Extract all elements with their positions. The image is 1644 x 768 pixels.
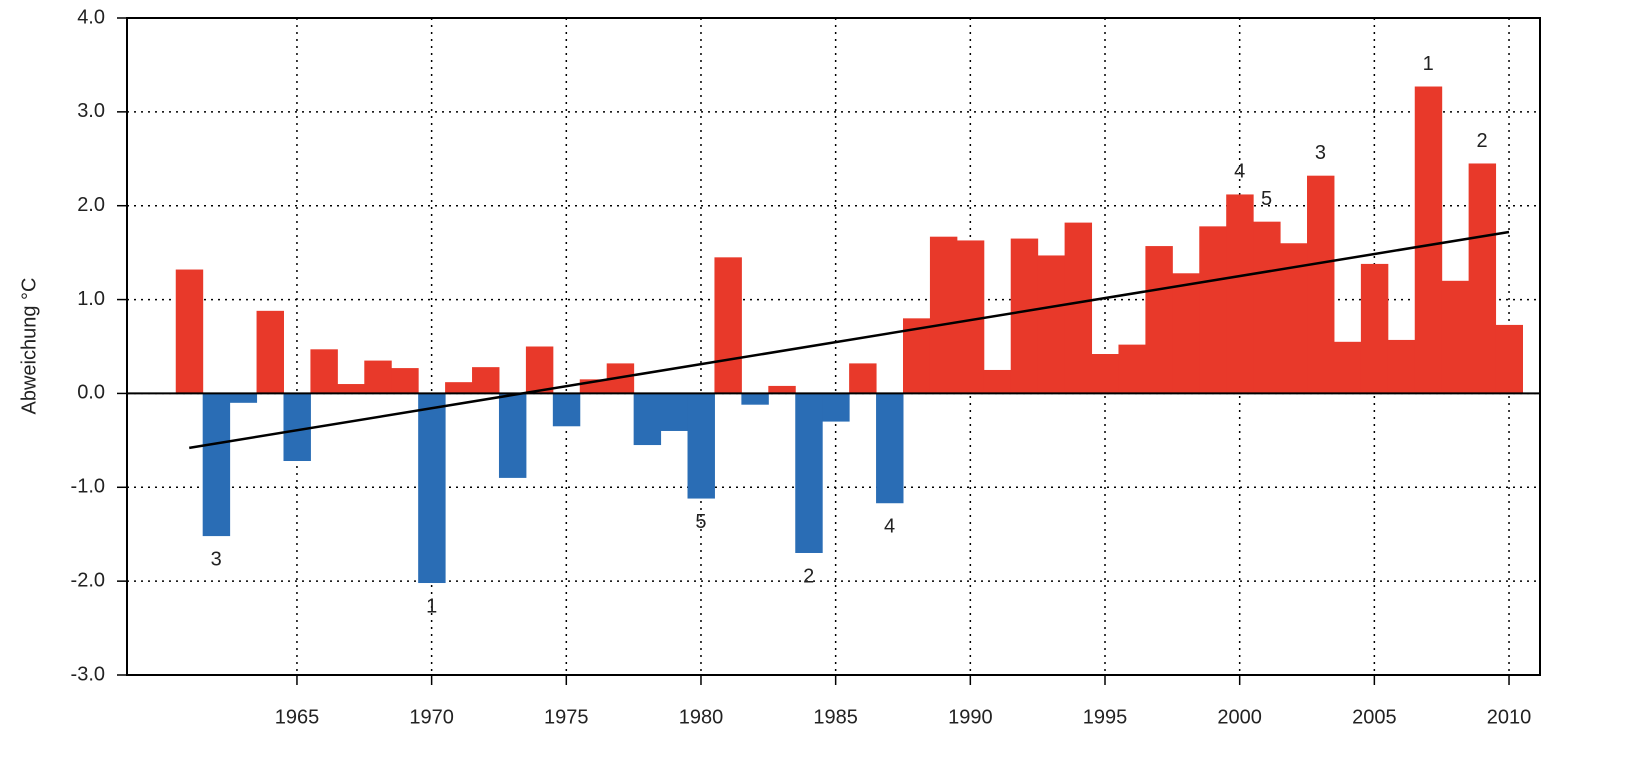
x-tick-label: 1970: [409, 706, 454, 728]
bar: [1010, 238, 1039, 394]
bar: [364, 360, 392, 394]
bar: [1307, 175, 1335, 394]
bar: [956, 240, 985, 394]
bar: [768, 385, 796, 394]
y-tick-label: 0.0: [77, 382, 105, 404]
y-tick-label: -1.0: [71, 476, 105, 498]
x-tick-label: 2005: [1352, 706, 1397, 728]
plot-frame: [126, 17, 1541, 676]
bar: [1118, 344, 1146, 394]
bar: [472, 367, 500, 394]
bar: [714, 257, 742, 394]
bar: [256, 310, 284, 394]
bar: [795, 393, 823, 553]
y-axis-label: Abweichung °C: [18, 278, 40, 415]
x-tick-label: 1985: [813, 706, 858, 728]
rank-label: 4: [884, 516, 895, 538]
bar: [1064, 222, 1093, 394]
rank-label: 3: [1315, 142, 1326, 164]
trend-line: [189, 230, 1510, 450]
bar: [391, 368, 419, 394]
y-tick-label: 1.0: [77, 288, 105, 310]
bar: [229, 393, 258, 403]
x-tick-label: 1995: [1083, 706, 1128, 728]
bar: [929, 236, 958, 394]
bar: [1199, 226, 1227, 394]
y-tick-label: 3.0: [77, 100, 105, 122]
bar: [876, 393, 904, 504]
rank-label: 1: [1423, 53, 1434, 75]
bar: [283, 393, 311, 462]
bar: [822, 393, 850, 422]
bar: [849, 363, 877, 394]
bar: [1360, 263, 1389, 394]
bar: [1253, 221, 1281, 394]
x-tick-label: 1975: [544, 706, 589, 728]
bar: [983, 369, 1012, 394]
bar: [1172, 273, 1200, 394]
bar: [552, 393, 581, 427]
bar: [1441, 280, 1470, 394]
bar: [337, 384, 365, 394]
bar: [498, 393, 527, 478]
bar: [1037, 255, 1066, 394]
y-tick-label: -3.0: [71, 663, 105, 685]
x-tick-label: 1980: [679, 706, 724, 728]
x-tick-label: 2000: [1217, 706, 1262, 728]
bar: [1495, 324, 1523, 394]
bar: [418, 393, 446, 584]
rank-label: 5: [695, 511, 706, 533]
bar: [1333, 341, 1362, 394]
bar: [1091, 354, 1119, 394]
rank-label: 1: [426, 595, 437, 617]
rank-label: 3: [211, 548, 222, 570]
bar: [525, 346, 554, 394]
bar: [445, 382, 473, 394]
bar: [633, 393, 662, 446]
bar: [687, 393, 715, 499]
x-tick-label: 2010: [1487, 706, 1532, 728]
bar: [175, 269, 204, 394]
bar: [1226, 194, 1254, 394]
bar: [1414, 86, 1443, 394]
bar: [741, 393, 769, 405]
rank-label: 2: [1477, 130, 1488, 152]
bar: [1468, 163, 1497, 394]
y-tick-label: 2.0: [77, 194, 105, 216]
rank-label: 5: [1261, 188, 1272, 210]
y-tick-label: 4.0: [77, 6, 105, 28]
bar: [1387, 339, 1416, 394]
rank-label: 2: [803, 565, 814, 587]
bar: [310, 349, 338, 394]
x-tick-label: 1990: [948, 706, 993, 728]
bar: [202, 393, 231, 537]
x-tick-label: 1965: [275, 706, 320, 728]
bar: [660, 393, 689, 431]
bar: [1145, 246, 1173, 394]
rank-label: 4: [1234, 161, 1245, 183]
y-tick-label: -2.0: [71, 569, 105, 591]
